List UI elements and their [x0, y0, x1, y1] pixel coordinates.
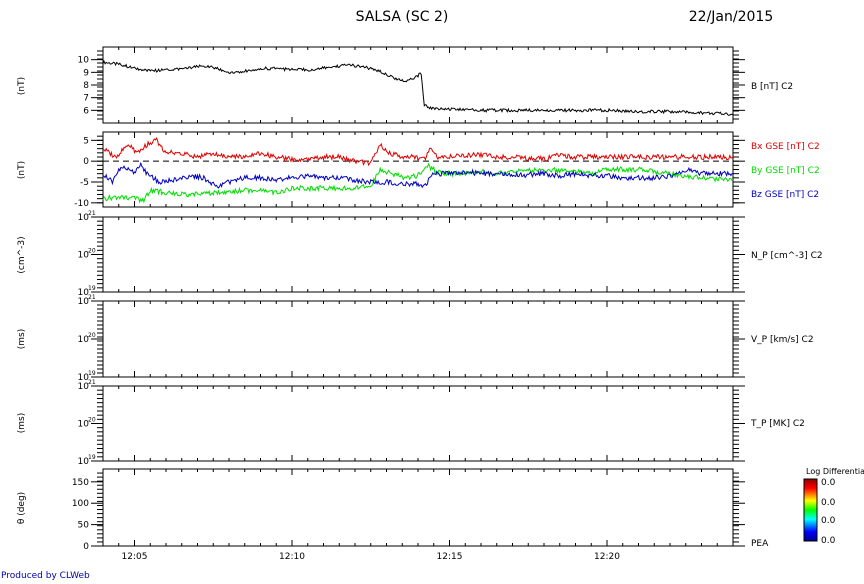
y-tick-label: 0	[83, 157, 89, 167]
y-tick-label: 10	[78, 213, 90, 223]
y-tick-label: -5	[80, 178, 89, 188]
y-tick-label: 10	[78, 457, 90, 467]
panel-frame	[102, 46, 734, 124]
series-line-green	[102, 162, 734, 204]
series-line-blue	[102, 161, 734, 189]
y-tick-exponent: 21	[88, 294, 96, 301]
panel-0: 6 7 8 9 10 (nT) B [nT] C2	[17, 46, 793, 124]
colorbar-tick-label: 0.0	[821, 536, 836, 546]
legend-label: V_P [km/s] C2	[751, 335, 814, 345]
y-tick-exponent: 21	[88, 379, 96, 386]
produced-by-credit: Produced by CLWeb	[1, 571, 90, 581]
panel-frame	[102, 468, 734, 547]
panels: 6 7 8 9 10 (nT) B [nT] C2 -10 -5 0 5 (nT) Bx GSE [nT…	[17, 46, 823, 552]
series-line-red	[103, 136, 734, 167]
colorbar-title: Log Differential	[806, 467, 864, 476]
y-tick-exponent: 20	[88, 248, 96, 255]
legend-label: T_P [MK] C2	[750, 419, 805, 429]
panel-5: 0 50 100 150 θ (deg) PEA	[17, 468, 769, 552]
colorbar-scale	[803, 478, 818, 542]
y-tick-label: 10	[78, 56, 90, 66]
y-tick-label: 6	[83, 106, 89, 116]
plot-date: 22/Jan/2015	[689, 9, 773, 25]
x-tick-label: 12:05	[122, 552, 148, 562]
x-tick-label: 12:15	[437, 552, 463, 562]
y-tick-exponent: 19	[88, 370, 96, 377]
y-tick-label: -10	[74, 199, 89, 209]
y-axis-label: (nT)	[17, 77, 27, 95]
y-axis-label: (ms)	[17, 413, 27, 433]
y-tick-label: 100	[72, 499, 89, 509]
panel-frame	[102, 300, 734, 378]
y-tick-label: 10	[78, 335, 90, 345]
panel-1: -10 -5 0 5 (nT) Bx GSE [nT] C2 By GSE [nT] C2 B…	[17, 131, 820, 209]
series-line-black	[102, 59, 734, 116]
y-tick-label: 10	[78, 288, 90, 298]
y-tick-exponent: 20	[88, 332, 96, 339]
y-tick-label: 10	[78, 251, 90, 261]
legend-label: Bz GSE [nT] C2	[751, 190, 819, 200]
y-tick-label: 10	[78, 420, 90, 430]
panel-frame	[102, 131, 734, 208]
colorbar-tick-label: 0.0	[821, 478, 836, 488]
y-tick-label: 5	[83, 136, 89, 146]
y-tick-label: 10	[78, 373, 90, 383]
y-axis-label: (nT)	[17, 161, 27, 179]
legend-label: PEA	[751, 539, 769, 549]
panel-frame	[102, 385, 734, 462]
y-tick-label: 10	[78, 297, 90, 307]
y-tick-label: 0	[83, 542, 89, 552]
colorbar-tick-label: 0.0	[821, 516, 836, 526]
legend-label: N_P [cm^-3] C2	[751, 251, 823, 261]
y-axis-label: θ (deg)	[17, 492, 27, 524]
legend-label: Bx GSE [nT] C2	[751, 142, 820, 152]
x-tick-label: 12:10	[279, 552, 305, 562]
y-tick-label: 150	[72, 478, 89, 488]
y-tick-label: 7	[83, 94, 89, 104]
y-tick-label: 9	[83, 68, 89, 78]
panel-frame	[102, 216, 734, 293]
time-axis: 12:05 12:10 12:15 12:20	[122, 552, 621, 562]
y-tick-exponent: 19	[88, 454, 96, 461]
colorbar-tick-label: 0.0	[821, 498, 836, 508]
legend-label: By GSE [nT] C2	[751, 166, 820, 176]
colorbar: Log Differential 0.0 0.0 0.0 0.0	[803, 467, 864, 546]
y-tick-label: 8	[83, 81, 89, 91]
y-axis-label: (cm^-3)	[17, 236, 27, 273]
x-tick-label: 12:20	[594, 552, 620, 562]
y-tick-exponent: 19	[88, 285, 96, 292]
y-tick-exponent: 21	[88, 210, 96, 217]
y-tick-label: 50	[78, 521, 90, 531]
legend-label: B [nT] C2	[751, 82, 793, 92]
y-tick-label: 10	[78, 382, 90, 392]
y-axis-label: (ms)	[17, 329, 27, 349]
plot-title: SALSA (SC 2)	[356, 9, 449, 25]
y-tick-exponent: 20	[88, 417, 96, 424]
